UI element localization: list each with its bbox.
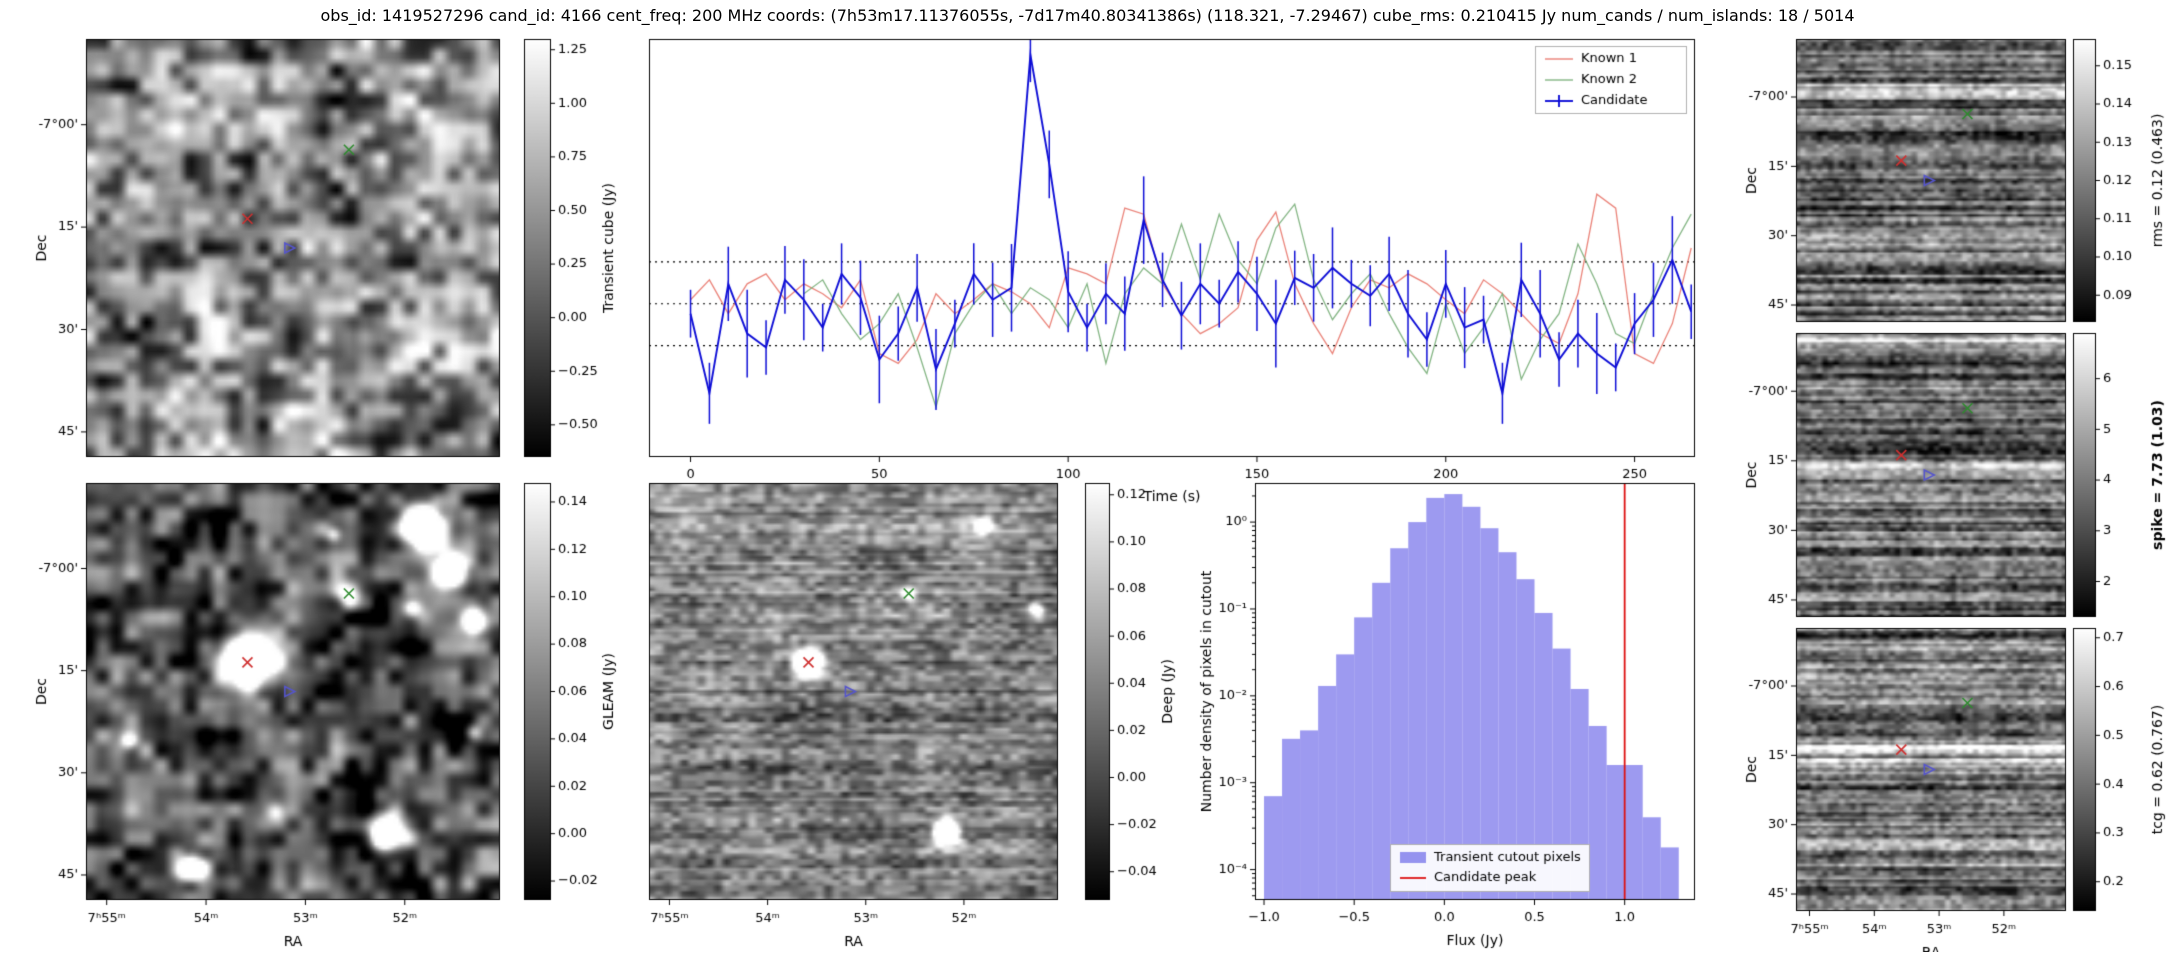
spike-map-panel [1730,327,2175,622]
figure-title: obs_id: 1419527296 cand_id: 4166 cent_fr… [320,6,1855,25]
gleam-map-panel [20,468,660,960]
rms-map-panel [1730,30,2175,327]
flux-histogram-panel [1190,468,1735,960]
transient-cube-panel [20,30,660,495]
tcg-map-panel [1730,622,2175,952]
deep-map-panel [630,468,1195,960]
lightcurve-panel [630,30,1720,510]
